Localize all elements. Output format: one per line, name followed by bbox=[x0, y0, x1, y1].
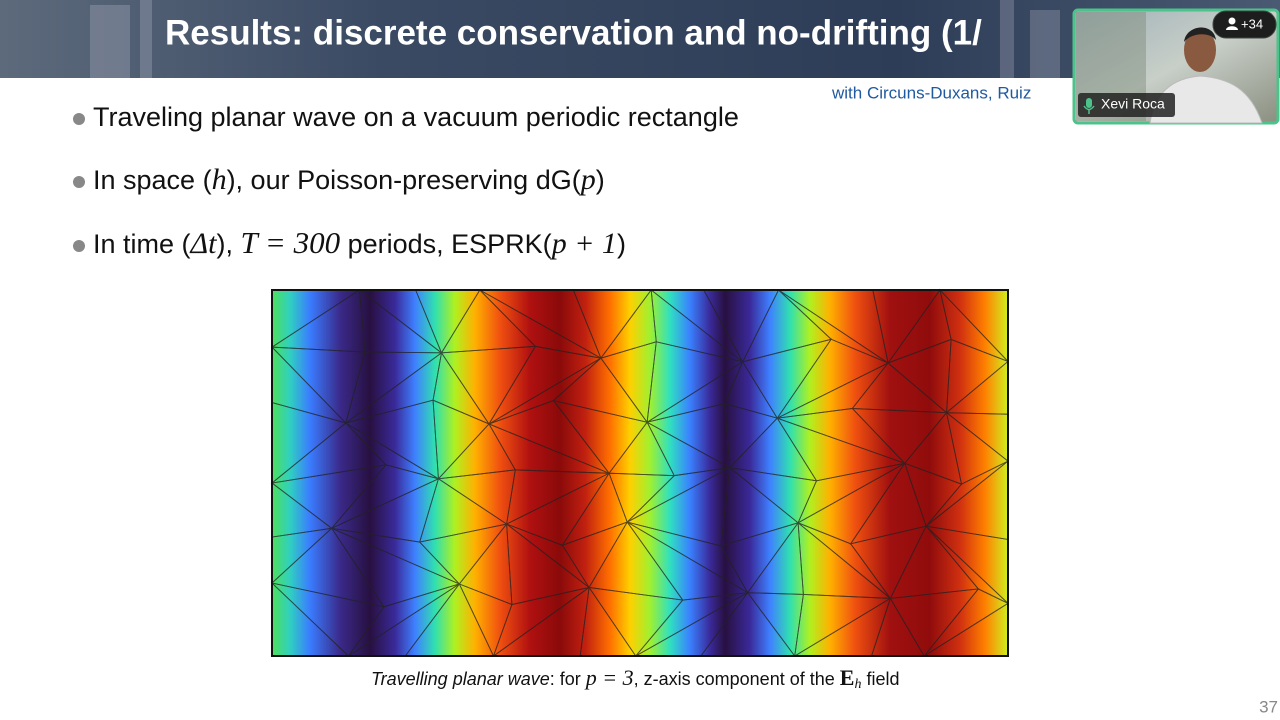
slide-title: Results: discrete conservation and no-dr… bbox=[165, 13, 982, 52]
bullet: Traveling planar wave on a vacuum period… bbox=[93, 102, 739, 132]
mic-icon bbox=[1086, 98, 1092, 108]
header-texture bbox=[90, 0, 1060, 78]
bullet-dot bbox=[73, 113, 85, 125]
math: h bbox=[854, 677, 861, 692]
participants-count: +34 bbox=[1241, 16, 1263, 31]
participants-badge[interactable] bbox=[1212, 10, 1277, 39]
participant-icon bbox=[1226, 26, 1238, 30]
bullet-text: periods, ESPRK( bbox=[340, 229, 552, 259]
person-head bbox=[1184, 28, 1216, 72]
bullet: In space (h), our Poisson-preserving dG(… bbox=[93, 163, 605, 196]
figure-caption: Travelling planar wave: for p = 3, z-axi… bbox=[371, 665, 899, 692]
person-hair bbox=[1184, 27, 1216, 42]
page-number: 37 bbox=[1259, 697, 1278, 716]
caption-text: : for bbox=[550, 669, 586, 689]
math: T = 300 bbox=[240, 225, 340, 260]
bullet-text: ) bbox=[617, 229, 626, 259]
bullet-list: Traveling planar wave on a vacuum period… bbox=[73, 102, 739, 260]
math: p = 3 bbox=[584, 665, 634, 690]
header-banner bbox=[0, 0, 1280, 78]
participant-icon bbox=[1228, 17, 1236, 25]
video-tile: +34 Xevi Roca bbox=[1072, 8, 1280, 125]
math: Δt bbox=[190, 227, 218, 260]
bullet-text: In time ( bbox=[93, 229, 191, 259]
credit: with Circuns-Duxans, Ruiz bbox=[831, 83, 1031, 102]
participant-name: Xevi Roca bbox=[1101, 96, 1165, 112]
bullet-text: In space ( bbox=[93, 165, 212, 195]
bullet-text: ), our Poisson-preserving dG( bbox=[227, 165, 581, 195]
caption-text: Travelling planar wave bbox=[371, 669, 550, 689]
figure-frame bbox=[271, 289, 1009, 657]
bullet-text: Traveling planar wave on a vacuum period… bbox=[93, 102, 739, 132]
wave-field bbox=[272, 290, 1008, 656]
mic-icon bbox=[1083, 105, 1095, 114]
math: E bbox=[840, 665, 855, 690]
math: p bbox=[579, 163, 596, 196]
caption-text: , z-axis component of the bbox=[634, 669, 840, 689]
bullet-dot bbox=[73, 240, 85, 252]
math: h bbox=[212, 163, 227, 196]
bullet: In time (Δt), T = 300 periods, ESPRK(p +… bbox=[93, 225, 626, 260]
caption-text: field bbox=[861, 669, 899, 689]
name-tag bbox=[1078, 93, 1175, 117]
bullet-text: ), bbox=[216, 229, 240, 259]
bullet-text: ) bbox=[596, 165, 605, 195]
bullet-dot bbox=[73, 176, 85, 188]
math: p + 1 bbox=[550, 227, 617, 260]
